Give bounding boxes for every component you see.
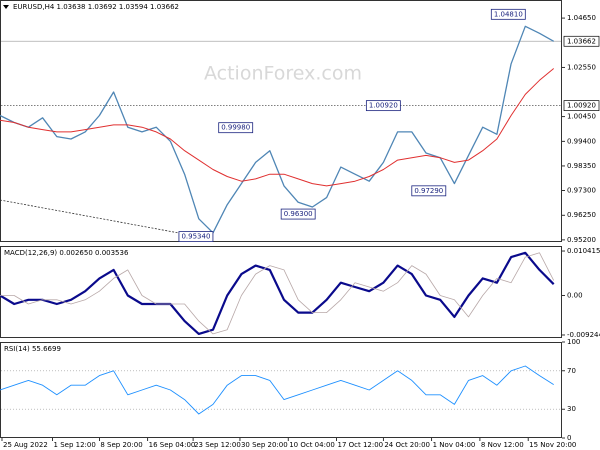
x-tick-label: 16 Sep 04:00 [149,441,196,449]
x-tick-label: 17 Oct 12:00 [338,441,384,449]
y-tick-label: 0.99400 [567,137,596,145]
series-line [0,25,555,234]
annotation-box [218,122,254,134]
symbol-menu-icon [3,5,9,9]
y-tick-label: 0.97300 [567,187,596,195]
x-tick-label: 10 Oct 04:00 [289,441,335,449]
y-tick-label: 100 [567,338,580,346]
x-tick-label: 15 Nov 20:00 [529,441,576,449]
panel-title: EURUSD,H4 1.03638 1.03692 1.03594 1.0366… [13,3,179,11]
x-tick-label: 25 Aug 2022 [3,441,48,449]
annotation-label: 0.99980 [221,124,250,132]
x-tick-label: 30 Sep 20:00 [241,441,288,449]
annotation-label: 1.00920 [369,102,398,110]
y-tick-label: 1.00450 [567,113,596,121]
series-line [0,251,555,335]
annotation-box [411,185,447,197]
x-tick-label: 1 Sep 12:00 [54,441,96,449]
y-tick-label: 0.95200 [567,236,596,244]
price-line-box [563,100,600,111]
panel-frame [0,0,562,242]
annotation-label: 1.04810 [494,10,523,18]
x-tick-label: 8 Nov 12:00 [481,441,524,449]
y-tick-label: 1.02550 [567,63,596,71]
panel-title: MACD(12,26,9) 0.002650 0.003536 [4,249,129,257]
y-tick-label: 70 [567,367,576,375]
series-line [0,68,555,187]
annotation-label: 0.95340 [181,233,210,241]
x-tick-label: 1 Nov 04:00 [433,441,476,449]
y-tick-label: 30 [567,405,576,413]
y-tick-label: 0.00 [567,292,583,300]
y-tick-label: 0.98350 [567,162,596,170]
annotation-label: 0.97290 [414,187,443,195]
x-tick-label: 23 Sep 12:00 [194,441,241,449]
y-tick-label: 1.04650 [567,14,596,22]
series-line [0,252,555,335]
y-tick-label: -0.009244 [567,331,600,339]
y-tick-label: 0.96250 [567,211,596,219]
price-line-label: 1.03662 [567,37,596,45]
price-line-box [563,35,600,47]
annotation-box [490,8,526,20]
annotation-box [178,231,214,243]
y-tick-label: 0.010415 [567,247,600,255]
annotation-box [365,100,401,112]
annotation-box [280,208,316,220]
series-line [0,365,554,415]
watermark: ActionForex.com [204,63,362,85]
price-line-label: 1.00920 [567,102,596,110]
panel-title: RSI(14) 55.6699 [4,345,61,353]
annotation-label: 0.96300 [284,210,313,218]
panel-frame [0,246,562,338]
x-tick-label: 8 Sep 20:00 [100,441,142,449]
y-tick-label: 0 [567,434,571,442]
x-tick-label: 24 Oct 20:00 [384,441,430,449]
